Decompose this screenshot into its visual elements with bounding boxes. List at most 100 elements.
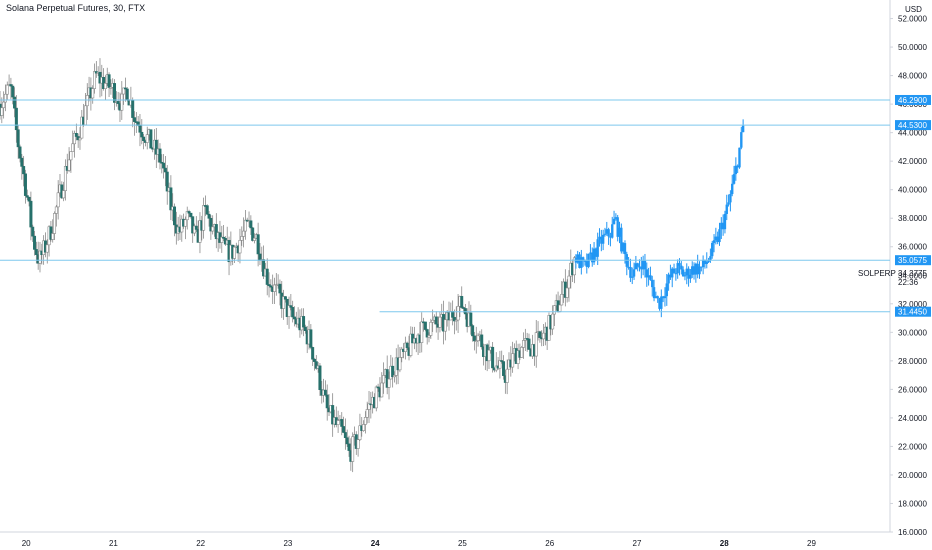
candle-body <box>194 225 198 230</box>
candle-body <box>22 166 26 175</box>
projection-body <box>654 296 658 299</box>
candle-body <box>103 83 107 89</box>
projection-body <box>712 240 716 243</box>
projection-body <box>578 254 581 268</box>
candle-body <box>251 227 255 241</box>
candle-body <box>53 213 57 234</box>
candle-body <box>187 211 191 214</box>
candle-body <box>425 329 429 338</box>
y-tick-label: 34.0000 <box>898 271 927 280</box>
symbol-label: SOLPERP <box>858 269 896 278</box>
candle-body <box>242 230 246 237</box>
y-tick-label: 36.0000 <box>898 243 927 252</box>
candle-body <box>462 307 466 309</box>
projection-body <box>601 234 605 244</box>
candle-body <box>173 206 177 226</box>
candle-body <box>165 171 169 192</box>
candle-body <box>25 195 29 198</box>
candle-body <box>18 146 22 159</box>
projection-body <box>667 274 670 284</box>
candle-body <box>552 305 556 315</box>
candle-body <box>78 137 82 141</box>
price-level-tag <box>895 120 931 131</box>
candle-body <box>214 224 218 240</box>
candle-body <box>454 319 458 322</box>
candle-body <box>472 335 476 342</box>
projection-body <box>596 239 599 257</box>
x-tick-label: 21 <box>109 539 118 548</box>
candle-body <box>49 226 53 240</box>
x-tick-label: 24 <box>371 539 380 548</box>
x-tick-label: 22 <box>196 539 205 548</box>
projection-body <box>607 229 610 237</box>
candle-body <box>409 333 413 356</box>
projection-body <box>640 266 643 270</box>
candle-body <box>262 259 266 277</box>
candle-body <box>336 420 340 425</box>
candle-body <box>505 368 509 383</box>
candle-body <box>9 84 13 87</box>
candle-body <box>311 347 315 360</box>
projection-body <box>641 260 645 270</box>
projection-body <box>589 252 592 254</box>
projection-body <box>698 266 701 275</box>
projection-body <box>676 263 679 274</box>
candle-body <box>51 233 55 240</box>
candle-body <box>13 96 17 109</box>
candle-body <box>351 436 355 462</box>
candle-body <box>567 275 571 289</box>
candle-body <box>29 200 33 228</box>
projection-body <box>614 217 618 219</box>
price-level-tag <box>895 306 931 317</box>
projection-body <box>696 263 699 275</box>
projection-body <box>612 218 616 225</box>
y-tick-label: 18.0000 <box>898 499 927 508</box>
candle-body <box>80 116 84 139</box>
y-tick-label: 32.0000 <box>898 300 927 309</box>
candle-body <box>202 205 206 231</box>
x-tick-label: 23 <box>283 539 292 548</box>
projection-body <box>714 236 718 241</box>
candle-body <box>3 93 7 103</box>
y-tick-label: 22.0000 <box>898 442 927 451</box>
candle-body <box>67 159 71 171</box>
candle-body <box>343 432 347 439</box>
candle-body <box>511 353 515 368</box>
projection-body <box>732 174 736 184</box>
candle-body <box>325 394 329 409</box>
candle-body <box>138 125 142 133</box>
candle-body <box>45 244 49 253</box>
candle-body <box>209 218 213 232</box>
y-tick-label: 24.0000 <box>898 414 927 423</box>
y-tick-label: 16.0000 <box>898 528 927 537</box>
projection-body <box>652 287 656 299</box>
candle-body <box>20 157 24 167</box>
price-level-tag <box>895 255 931 266</box>
projection-body <box>656 296 659 299</box>
candle-body <box>122 87 126 95</box>
candle-body <box>376 386 380 389</box>
x-tick-label: 25 <box>458 539 467 548</box>
candle-body <box>374 386 378 409</box>
candle-body <box>27 196 31 202</box>
x-tick-label: 27 <box>633 539 642 548</box>
candle-body <box>498 360 502 369</box>
candle-body <box>438 316 442 328</box>
candle-body <box>71 143 75 152</box>
projection-body <box>576 254 579 263</box>
projection-body <box>594 248 598 257</box>
projection-body <box>621 243 625 252</box>
candle-body <box>14 107 18 131</box>
projection-body <box>736 165 739 168</box>
candle-body <box>542 332 546 340</box>
y-tick-label: 42.0000 <box>898 157 927 166</box>
projection-body <box>692 266 696 275</box>
price-level-label: 35.0575 <box>898 256 927 265</box>
candle-body <box>191 216 195 234</box>
projection-body <box>632 269 636 277</box>
candle-body <box>363 417 367 425</box>
projection-body <box>631 276 634 278</box>
projection-body <box>721 222 725 230</box>
projection-body <box>718 229 721 243</box>
